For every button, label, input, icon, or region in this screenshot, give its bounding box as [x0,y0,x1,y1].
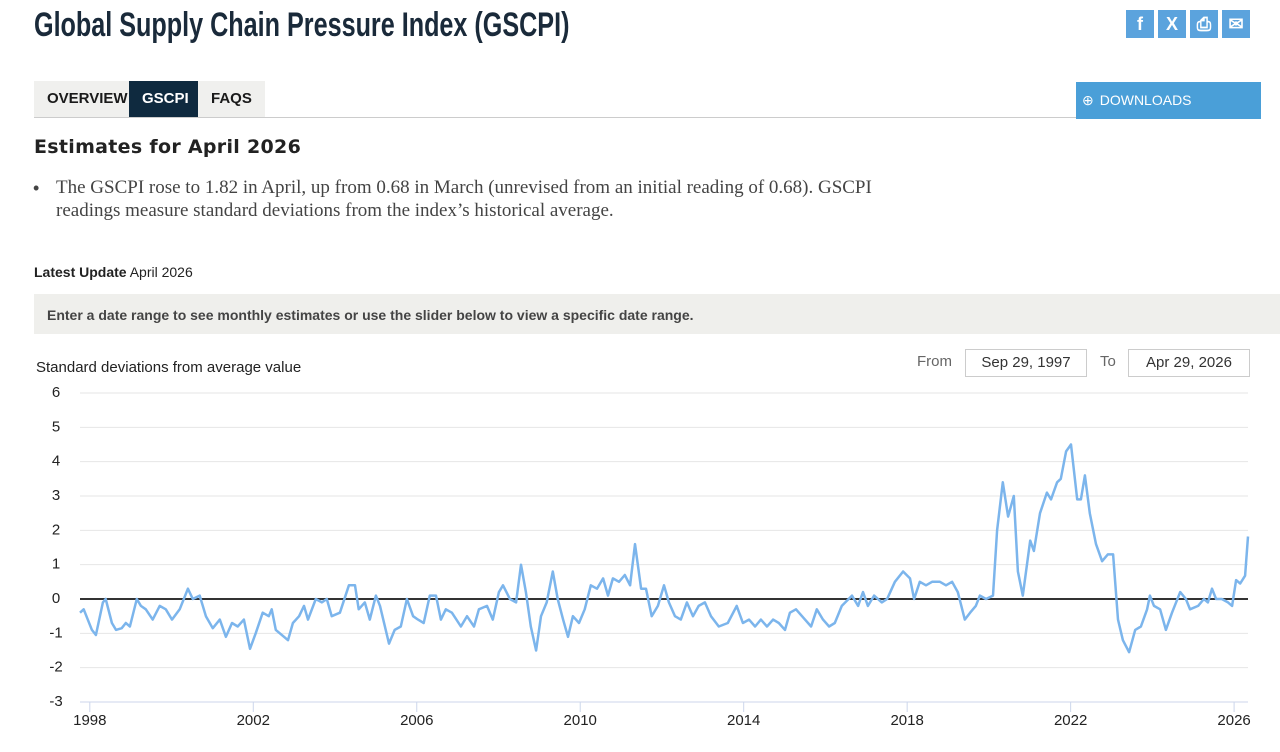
to-date[interactable]: Apr 29, 2026 [1128,349,1250,377]
latest-update: Latest Update April 2026 [34,264,193,280]
x-tick-label: 1998 [73,712,106,729]
y-tick-label: 3 [52,487,60,504]
latest-update-value: April 2026 [129,264,193,280]
downloads-button[interactable]: ⊕ DOWNLOADS [1076,82,1261,119]
y-tick-label: 2 [52,521,60,538]
info-text: Enter a date range to see monthly estima… [47,307,694,323]
estimates-text: The GSCPI rose to 1.82 in April, up from… [56,177,872,221]
from-date[interactable]: Sep 29, 1997 [965,349,1087,377]
info-bar: Enter a date range to see monthly estima… [34,294,1280,334]
latest-update-label: Latest Update [34,264,127,280]
x-icon[interactable]: X [1158,10,1186,38]
from-label: From [917,353,952,370]
email-icon[interactable]: ✉ [1222,10,1250,38]
y-tick-label: -2 [49,659,62,676]
y-tick-label: -1 [49,624,62,641]
y-tick-label: 1 [52,556,60,573]
y-tick-label: -3 [49,693,62,710]
x-tick-label: 2014 [727,712,760,729]
tab[interactable]: OVERVIEW [34,81,141,117]
x-tick-label: 2022 [1054,712,1087,729]
x-tick-label: 2026 [1217,712,1250,729]
to-label: To [1100,353,1116,370]
data-line [79,443,1250,654]
print-icon[interactable]: ⎙ [1190,10,1218,38]
y-tick-label: 6 [52,384,60,401]
facebook-icon[interactable]: f [1126,10,1154,38]
tab-divider [34,117,1261,118]
bullet-dot: • [33,178,40,198]
tab[interactable]: FAQS [198,81,265,117]
estimates-heading: Estimates for April 2026 [34,136,302,158]
x-tick-label: 2010 [564,712,597,729]
x-tick-label: 2002 [237,712,270,729]
y-tick-label: 0 [52,590,60,607]
x-tick-label: 2018 [890,712,923,729]
x-tick-label: 2006 [400,712,433,729]
y-tick-label: 5 [52,418,60,435]
y-tick-label: 4 [52,453,60,470]
downloads-label: DOWNLOADS [1099,92,1192,108]
tab[interactable]: GSCPI [129,81,202,117]
y-axis-label: Standard deviations from average value [36,359,301,376]
page-title: Global Supply Chain Pressure Index (GSCP… [34,6,570,44]
plus-icon: ⊕ [1082,92,1094,108]
